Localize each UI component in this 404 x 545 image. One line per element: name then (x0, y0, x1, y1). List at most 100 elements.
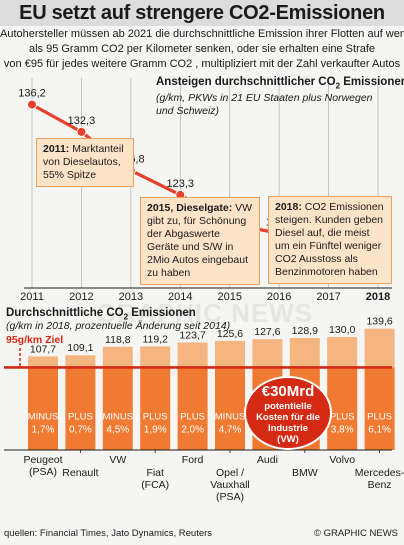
x-tick-label-2015: 2015 (217, 291, 241, 303)
bar-value-label-6: 127,6 (254, 326, 280, 338)
bar-category-label-5-2: (PSA) (216, 491, 244, 503)
bar-change-dir-4: PLUS (180, 411, 205, 422)
bar-change-dir-2: MINUS (102, 411, 133, 422)
x-tick-label-2018: 2018 (366, 291, 390, 303)
bar-change-dir-3: PLUS (143, 411, 168, 422)
bar-category-label-9-1: Benz (368, 479, 392, 491)
line-chart-title-end: Emissionen (340, 76, 404, 88)
brand-credit: © GRAPHIC NEWS (313, 528, 398, 539)
intro-line-1: Autohersteller müssen ab 2021 die durchs… (0, 28, 404, 40)
bar-chart-title-end: Emissionen (128, 307, 196, 319)
bar-upper-5 (215, 340, 245, 368)
bar-value-label-7: 128,9 (292, 325, 318, 337)
bar-category-label-3-1: (FCA) (141, 479, 169, 491)
callout-2011-bold: 2011: (43, 143, 70, 155)
bar-change-pct-5: 4,7% (219, 424, 242, 435)
callout-2018-bold: 2018: (275, 201, 302, 213)
bar-chart-title: Durchschnittliche CO2 Emissionen (6, 307, 196, 321)
bar-chart-subtitle: (g/km in 2018, prozentuelle Änderung sei… (6, 320, 231, 332)
bar-lower-9 (364, 367, 395, 450)
intro-text: Autohersteller müssen ab 2021 die durchs… (0, 27, 404, 72)
bar-value-label-3: 119,2 (142, 333, 168, 345)
bar-change-dir-0: MINUS (28, 411, 59, 422)
x-tick-label-2017: 2017 (316, 291, 340, 303)
bar-change-dir-9: PLUS (367, 411, 392, 422)
bar-value-label-4: 123,7 (179, 330, 205, 342)
line-value-label-2014: 123,3 (167, 178, 195, 190)
bar-value-label-0: 107,7 (30, 343, 56, 355)
x-tick-label-2016: 2016 (267, 291, 291, 303)
bar-change-dir-1: PLUS (68, 411, 93, 422)
line-point-2012 (76, 126, 87, 137)
bar-value-label-2: 118,8 (105, 334, 131, 346)
bar-category-label-7-0: BMW (292, 467, 318, 479)
x-tick-label-2014: 2014 (168, 291, 192, 303)
bar-category-label-9-0: Mercedes- (355, 467, 404, 479)
bar-chart-title-sub: 2 (123, 312, 129, 322)
bar-upper-2 (102, 346, 133, 368)
bar-lower-4 (177, 367, 208, 450)
x-tick-label-2013: 2013 (119, 291, 143, 303)
bar-category-label-1-0: Renault (62, 467, 98, 479)
bar-lower-3 (140, 367, 171, 450)
callout-2018-text: CO2 Emissionen steigen. Kunden geben Die… (275, 201, 384, 278)
bar-category-label-5-1: Vauxhall (210, 479, 250, 491)
bar-lower-2 (102, 367, 133, 450)
cost-line-4: (VW) (277, 434, 299, 445)
bar-upper-0 (28, 356, 58, 368)
x-tick-label-2011: 2011 (20, 291, 44, 303)
source-note: quellen: Financial Times, Jato Dynamics,… (4, 528, 213, 539)
bar-change-dir-5: MINUS (215, 411, 246, 422)
line-value-label-2012: 132,3 (68, 115, 96, 127)
bar-category-label-2-0: VW (109, 454, 126, 466)
bar-category-label-8-0: Volvo (329, 454, 355, 466)
bar-upper-8 (327, 337, 358, 368)
cost-line-1: potentielle (264, 401, 312, 412)
bar-category-label-3-0: Fiat (146, 467, 164, 479)
bar-category-label-6-0: Audi (257, 454, 278, 466)
line-chart-subtitle: (g/km, PKWs in 21 EU Staaten plus Norweg… (156, 92, 373, 104)
line-value-label-2011: 136,2 (18, 88, 46, 100)
bar-lower-8 (327, 367, 358, 450)
line-chart-title: Ansteigen durchschnittlicher CO2 Emissio… (156, 76, 404, 90)
line-chart-subtitle-2: und Schweiz) (156, 105, 220, 117)
cost-line-2: Kosten für die (256, 412, 320, 423)
page-title: EU setzt auf strengere CO2-Emissionen (19, 2, 385, 24)
bar-value-label-1: 109,1 (67, 342, 93, 354)
line-chart-title-text: Ansteigen durchschnittlicher CO (156, 76, 336, 88)
line-chart-title-sub: 2 (335, 81, 341, 91)
title-bar: EU setzt auf strengere CO2-Emissionen (0, 0, 404, 26)
bar-change-pct-0: 1,7% (32, 424, 55, 435)
bar-change-pct-9: 6,1% (368, 424, 391, 435)
bar-lower-0 (28, 367, 58, 450)
bar-value-label-5: 125,6 (217, 328, 243, 340)
bar-upper-7 (289, 337, 320, 368)
bar-category-label-0-1: (PSA) (29, 466, 57, 478)
bar-value-label-9: 139,6 (366, 316, 392, 328)
callout-2015-text: VW gibt zu, für Schönung der Abgaswerte … (147, 202, 253, 279)
bar-value-label-8: 130,0 (329, 324, 355, 336)
bar-change-pct-8: 3,8% (331, 424, 354, 435)
bar-upper-1 (65, 355, 96, 368)
callout-2015: 2015, Dieselgate: VW gibt zu, für Schönu… (140, 197, 260, 285)
bar-change-pct-4: 2,0% (181, 424, 204, 435)
bar-lower-1 (65, 367, 96, 450)
bar-change-dir-8: PLUS (330, 411, 355, 422)
bar-lower-5 (215, 367, 245, 450)
intro-line-3: von €95 für jedes weitere Gramm CO2 , mu… (3, 58, 401, 70)
callout-2018: 2018: CO2 Emissionen steigen. Kunden geb… (268, 196, 392, 284)
cost-line-3: Industrie (267, 423, 309, 434)
bar-upper-3 (140, 346, 171, 368)
callout-2011-text: Marktanteil von Dieselautos, 55% Spitze (43, 143, 124, 181)
bar-category-label-5-0: Opel / (216, 467, 244, 479)
bar-change-pct-3: 1,9% (144, 424, 167, 435)
cost-amount: €30Mrd (261, 383, 315, 400)
bar-change-pct-1: 0,7% (69, 424, 92, 435)
intro-line-2: als 95 Gramm CO2 per Kilometer senken, o… (28, 43, 376, 55)
x-tick-label-2012: 2012 (69, 291, 93, 303)
bar-upper-6 (252, 339, 283, 368)
bar-chart-title-text: Durchschnittliche CO (6, 307, 124, 319)
watermark: GRAPHIC NEWS (96, 298, 314, 328)
bar-upper-4 (177, 342, 208, 368)
bar-category-label-0-0: Peugeot (23, 454, 62, 466)
